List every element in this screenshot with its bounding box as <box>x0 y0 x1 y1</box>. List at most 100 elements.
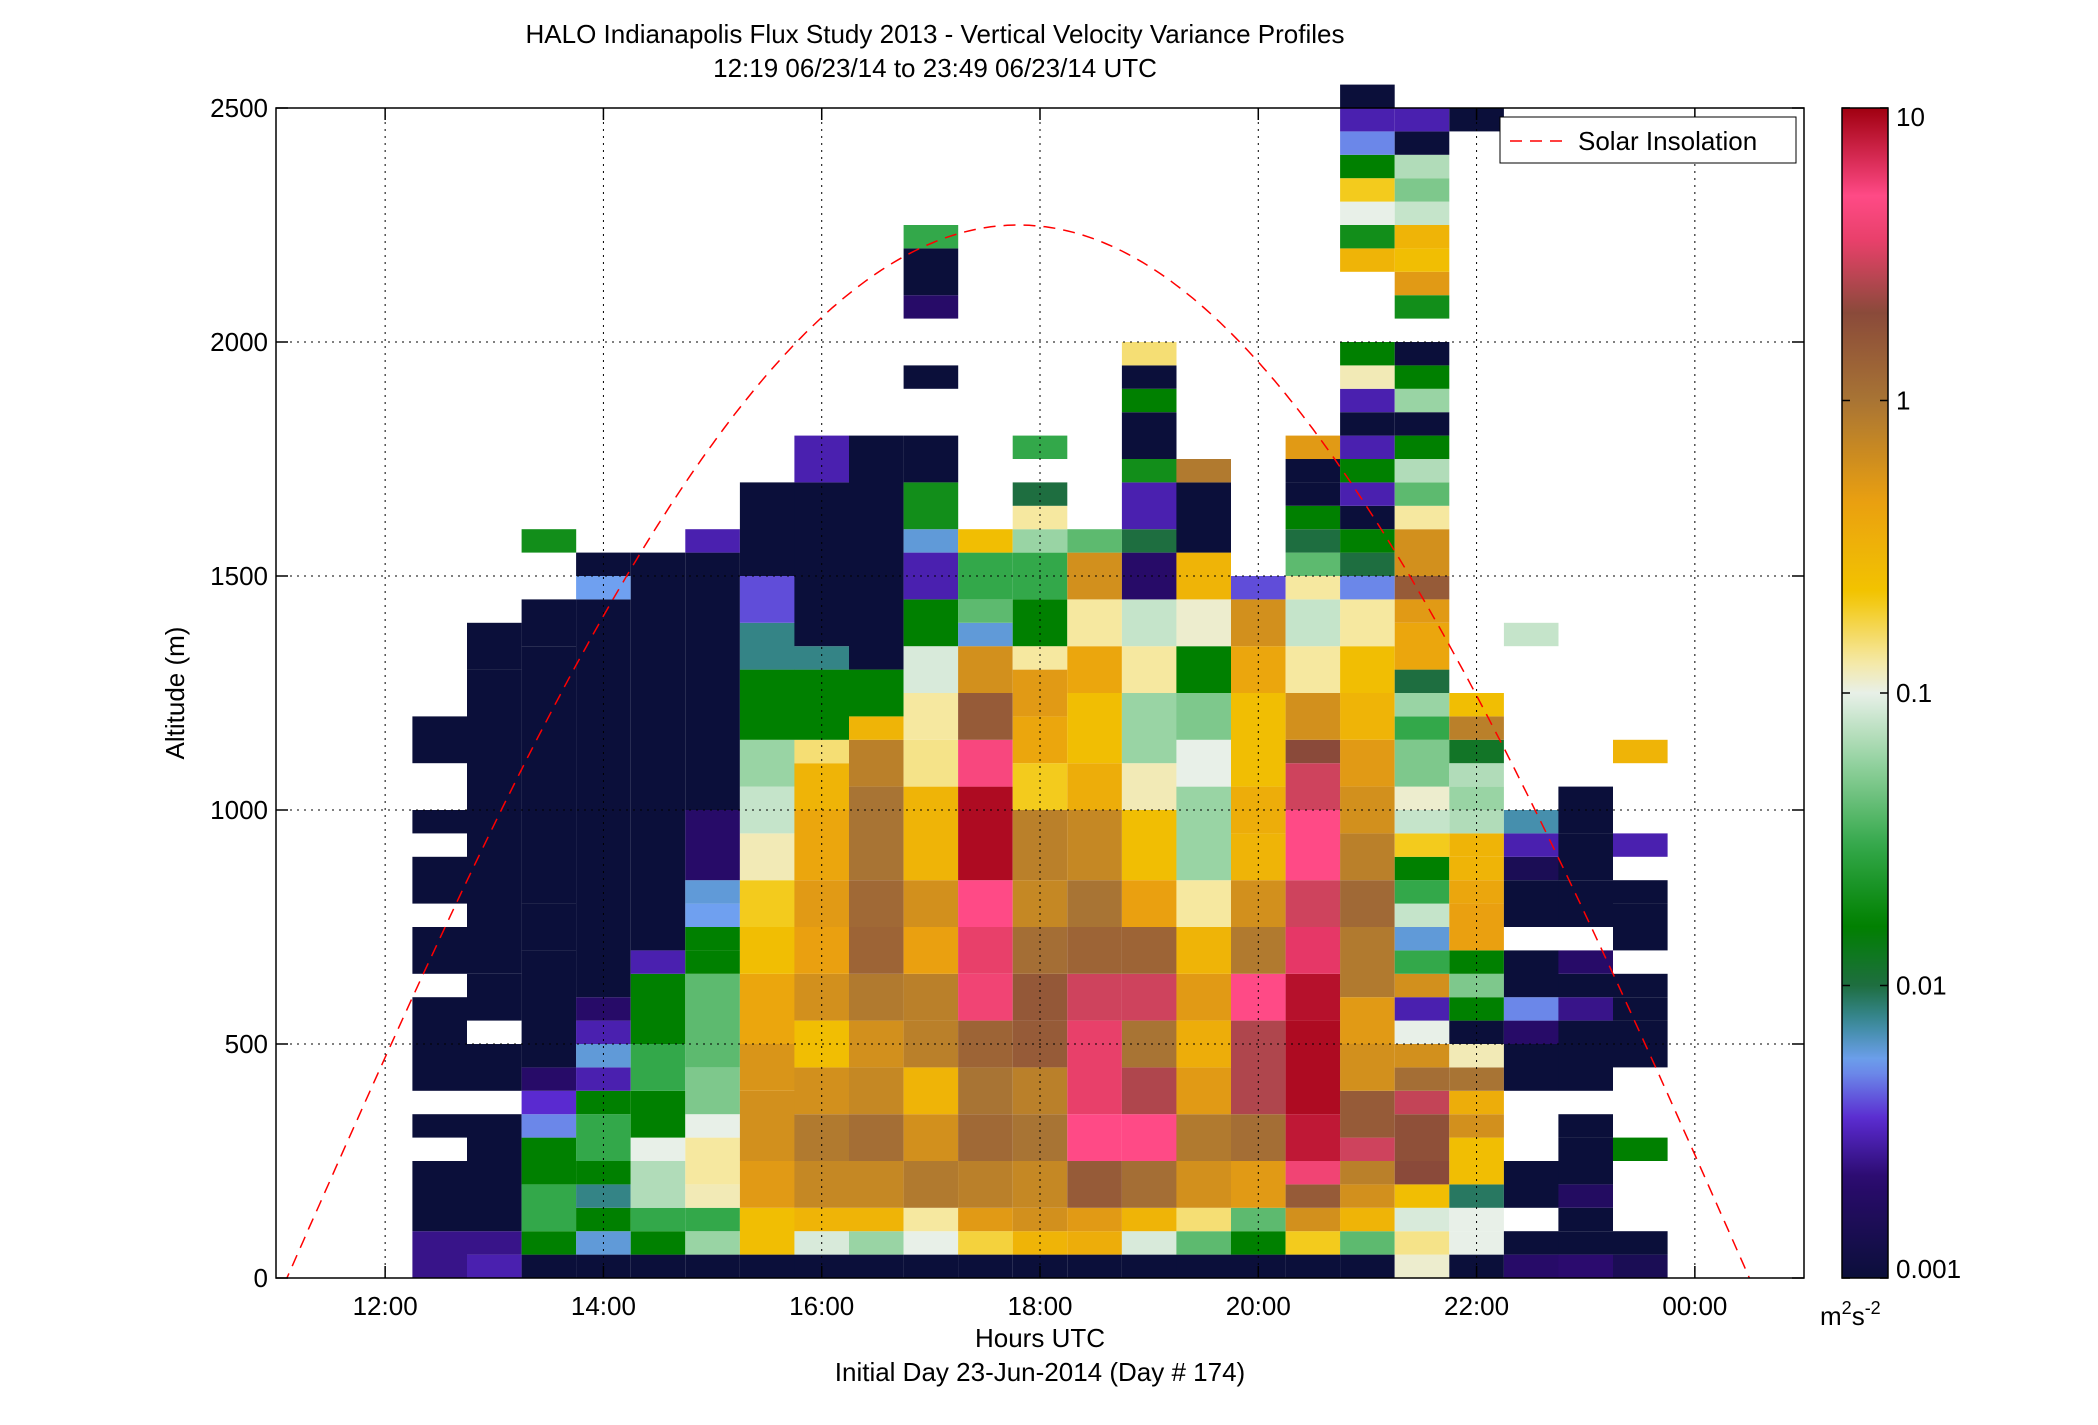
heatmap-cell-9-14 <box>903 599 959 647</box>
grid-lines <box>276 107 1804 1279</box>
heatmap-cell-1-6 <box>467 622 522 670</box>
heatmap-cell-20-9 <box>1503 833 1559 857</box>
heatmap-cell-4-3 <box>630 1161 686 1208</box>
heatmap-cell-16-16 <box>1285 576 1341 600</box>
heatmap-cell-14-9 <box>1176 880 1231 927</box>
heatmap-cell-17-33 <box>1340 131 1395 155</box>
x-tick-label-5: 22:00 <box>1444 1291 1509 1321</box>
heatmap-cell-6-14 <box>739 482 795 576</box>
heatmap-cell-14-0 <box>1176 1254 1231 1278</box>
colorbar-unit-exp2: -2 <box>1865 1298 1881 1318</box>
heatmap-cell-1-5 <box>467 669 522 974</box>
heatmap-cell-17-8 <box>1340 997 1395 1044</box>
heatmap-cell-13-16 <box>1121 529 1177 553</box>
heatmap-cell-7-14 <box>794 646 849 670</box>
heatmap-cell-10-14 <box>958 622 1013 647</box>
heatmap-cell-2-2 <box>521 1184 577 1232</box>
heatmap-cell-17-1 <box>1340 1231 1395 1255</box>
heatmap-cell-5-6 <box>685 1067 740 1115</box>
heatmap-cell-12-11 <box>1067 693 1122 764</box>
heatmap-cell-3-11 <box>576 599 631 998</box>
heatmap-cell-19-15 <box>1449 856 1504 881</box>
heatmap-cell-11-2 <box>1012 1207 1068 1232</box>
heatmap-cell-1-2 <box>467 1114 522 1232</box>
heatmap-cell-9-15 <box>903 552 959 600</box>
heatmap-cell-2-0 <box>521 1254 577 1278</box>
heatmap-cell-5-5 <box>685 1114 740 1138</box>
heatmap-cell-18-32 <box>1394 412 1450 436</box>
heatmap-cell-11-10 <box>1012 810 1068 881</box>
heatmap-cell-6-13 <box>739 576 795 623</box>
heatmap-cell-2-4 <box>521 1114 577 1138</box>
heatmap-cell-8-14 <box>849 435 904 670</box>
heatmap-cell-16-1 <box>1285 1231 1341 1255</box>
heatmap-cell-14-2 <box>1176 1207 1231 1232</box>
heatmap-cell-3-7 <box>576 1067 631 1091</box>
heatmap-cell-13-2 <box>1121 1207 1177 1232</box>
heatmap-cell-5-4 <box>685 1137 740 1185</box>
heatmap-cell-17-19 <box>1340 529 1395 553</box>
heatmap-cell-16-11 <box>1285 763 1341 810</box>
heatmap-cell-17-21 <box>1340 482 1395 506</box>
heatmap-cell-18-13 <box>1394 927 1450 951</box>
heatmap-cell-14-14 <box>1176 599 1231 647</box>
heatmap-cell-20-10 <box>1503 810 1559 834</box>
heatmap-cell-10-8 <box>958 927 1013 974</box>
heatmap-cell-17-31 <box>1340 178 1395 202</box>
heatmap-cell-9-21 <box>903 248 959 296</box>
heatmap-cell-16-14 <box>1285 646 1341 693</box>
heatmap-cell-21-6 <box>1558 1044 1613 1091</box>
heatmap-cell-5-3 <box>685 1184 740 1208</box>
heatmap-cell-13-14 <box>1121 599 1177 647</box>
heatmap-cell-13-20 <box>1121 388 1177 413</box>
heatmap-cell-16-13 <box>1285 693 1341 740</box>
heatmap-cell-8-7 <box>849 973 904 1021</box>
heatmap-cell-10-15 <box>958 599 1013 623</box>
heatmap-cell-18-12 <box>1394 950 1450 974</box>
heatmap-cell-16-15 <box>1285 599 1341 647</box>
heatmap-cell-12-12 <box>1067 646 1122 693</box>
heatmap-cell-13-4 <box>1121 1114 1177 1161</box>
heatmap-cell-14-7 <box>1176 973 1231 1021</box>
heatmap-cell-0-1 <box>412 1161 467 1232</box>
heatmap-cell-9-17 <box>903 482 959 530</box>
heatmap-cell-1-0 <box>467 1254 522 1278</box>
heatmap-cell-13-1 <box>1121 1231 1177 1255</box>
colorbar-tick-label-3: 1 <box>1896 386 1910 416</box>
heatmap-cell-14-8 <box>1176 927 1231 974</box>
heatmap-cell-4-5 <box>630 1090 686 1138</box>
heatmap-cell-1-3 <box>467 1044 522 1091</box>
heatmap-cell-9-13 <box>903 646 959 693</box>
heatmap-cell-9-19 <box>903 365 959 389</box>
heatmap-cell-9-0 <box>903 1254 959 1278</box>
heatmap-cell-16-12 <box>1285 739 1341 764</box>
heatmap-cell-10-17 <box>958 529 1013 553</box>
heatmap-cell-18-27 <box>1394 529 1450 576</box>
heatmap-cell-5-1 <box>685 1231 740 1255</box>
heatmap-cell-13-18 <box>1121 459 1177 483</box>
heatmap-cell-13-13 <box>1121 646 1177 693</box>
x-tick-label-3: 18:00 <box>1007 1291 1072 1321</box>
heatmap-cell-10-9 <box>958 880 1013 927</box>
heatmap-cell-22-10 <box>1613 739 1668 764</box>
heatmap-cell-18-11 <box>1394 973 1450 998</box>
heatmap-cell-21-0 <box>1558 1254 1613 1278</box>
heatmap-cell-11-9 <box>1012 880 1068 927</box>
heatmap-cell-16-17 <box>1285 552 1341 576</box>
heatmap-cell-20-1 <box>1503 1231 1559 1255</box>
y-tick-label-3: 1500 <box>210 561 268 591</box>
heatmap-cell-8-11 <box>849 739 904 787</box>
heatmap-cell-8-13 <box>849 669 904 717</box>
heatmap-cell-6-5 <box>739 973 795 1044</box>
heatmap-cell-9-3 <box>903 1161 959 1208</box>
heatmap-cell-12-14 <box>1067 552 1122 600</box>
colorbar-unit-base: m <box>1820 1301 1842 1331</box>
heatmap-cell-17-11 <box>1340 833 1395 881</box>
heatmap-cell-21-2 <box>1558 1207 1613 1232</box>
heatmap-cell-9-7 <box>903 973 959 1021</box>
heatmap-cell-9-11 <box>903 739 959 787</box>
heatmap-cell-12-5 <box>1067 1020 1122 1115</box>
heatmap-cell-17-35 <box>1340 84 1395 108</box>
heatmap-cell-18-5 <box>1394 1114 1450 1161</box>
heatmap-cell-18-24 <box>1394 622 1450 670</box>
